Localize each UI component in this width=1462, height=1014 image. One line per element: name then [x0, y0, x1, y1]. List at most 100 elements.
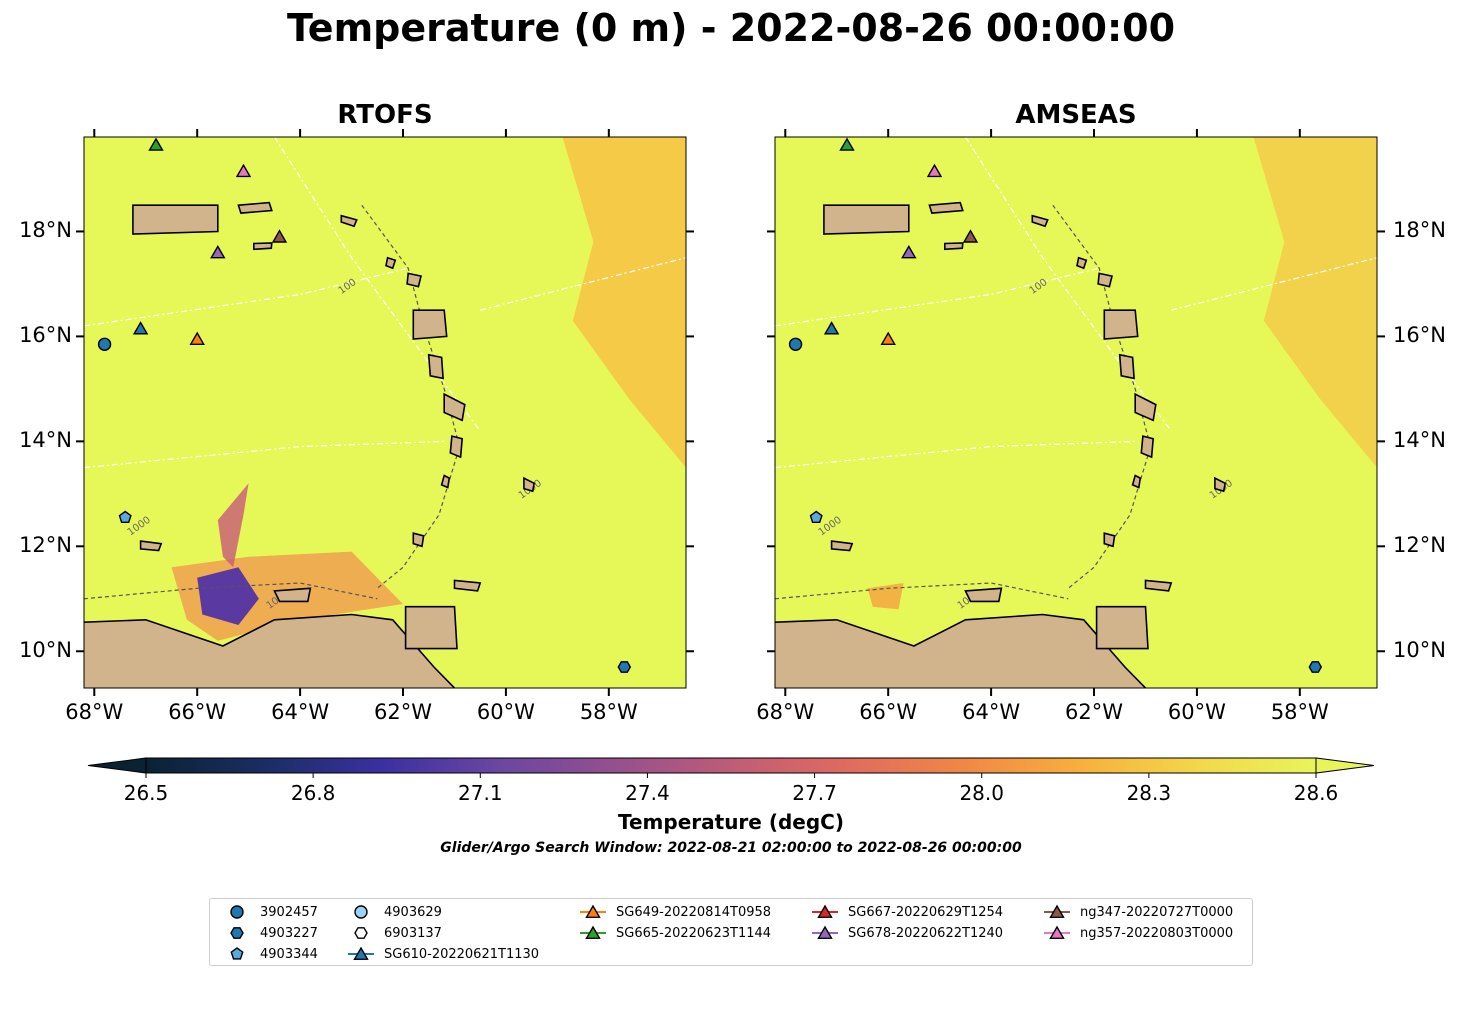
map-frame	[774, 136, 1378, 689]
lon-tick-label: 58°W	[579, 700, 638, 724]
figure-title: Temperature (0 m) - 2022-08-26 00:00:00	[286, 6, 1176, 50]
platform-marker	[271, 229, 288, 243]
legend-marker	[1049, 904, 1065, 919]
legend-item: SG649-20220814T0958	[578, 902, 771, 922]
lat-tick-label: 18°N	[19, 218, 72, 243]
island	[237, 201, 273, 214]
circle-marker-icon	[354, 905, 368, 919]
legend-label: SG665-20220623T1144	[616, 925, 772, 941]
legend-item: 6903137	[346, 923, 442, 943]
colorbar-tick-label: 27.4	[625, 781, 670, 805]
island	[1140, 435, 1155, 459]
island	[830, 540, 854, 552]
island	[139, 540, 163, 552]
legend-marker	[585, 904, 601, 919]
island	[340, 214, 358, 228]
lat-tick-label: 14°N	[19, 428, 72, 453]
platform-marker	[132, 321, 149, 335]
lon-tick-label: 64°W	[271, 700, 330, 724]
triangle-marker-icon	[580, 904, 606, 919]
colorbar-label: Temperature (degC)	[618, 810, 844, 834]
pentagon-marker-icon	[230, 947, 244, 960]
lon-tick-label: 62°W	[1065, 700, 1123, 724]
panel-title-rtofs: RTOFS	[337, 100, 433, 130]
lon-tick-label: 58°W	[1270, 700, 1329, 724]
island	[1095, 605, 1149, 650]
colorbar-tick-label: 28.0	[959, 781, 1004, 805]
warm-sst-region	[1253, 137, 1377, 468]
platform-marker	[189, 331, 205, 345]
island	[253, 242, 273, 251]
bathymetry-contour	[361, 204, 461, 589]
island	[1097, 272, 1113, 288]
island	[1214, 476, 1227, 493]
circle-marker-icon	[230, 905, 244, 919]
legend: 3902457 4903227 4903344 4903629 6903137 SG610…	[209, 898, 1253, 966]
island	[453, 579, 482, 592]
eez-boundary-line	[775, 267, 1100, 327]
legend-label: 4903629	[384, 904, 442, 920]
platform-marker	[962, 229, 979, 243]
legend-item: SG667-20220629T1254	[810, 902, 1003, 922]
legend-marker	[585, 925, 601, 940]
legend-item: SG678-20220622T1240	[810, 923, 1003, 943]
island	[1118, 353, 1135, 380]
legend-label: 6903137	[384, 925, 442, 941]
platform-marker	[1308, 661, 1323, 673]
island	[523, 476, 536, 493]
legend-marker	[353, 946, 369, 961]
legend-marker	[230, 947, 244, 960]
lat-tick-label: 12°N	[19, 533, 72, 558]
island	[823, 204, 910, 235]
mainland-landmass	[84, 613, 456, 688]
search-window-text: Glider/Argo Search Window: 2022-08-21 02…	[440, 840, 1022, 856]
island	[944, 242, 964, 251]
eez-boundary-line	[964, 137, 1172, 432]
legend-label: SG610-20220621T1130	[384, 946, 540, 962]
legend-item: 3902457	[222, 902, 318, 922]
legend-label: 3902457	[260, 904, 318, 920]
platform-marker	[148, 137, 164, 151]
lon-tick-label: 68°W	[65, 700, 124, 724]
mainland-landmass	[775, 613, 1147, 688]
legend-label: 4903344	[260, 946, 318, 962]
triangle-marker-icon	[812, 925, 838, 940]
platform-marker	[210, 244, 226, 259]
warm-sst-region	[562, 137, 686, 468]
platform-marker	[788, 337, 803, 351]
legend-item: 4903344	[222, 944, 318, 964]
lat-tick-label: 18°N	[1393, 218, 1446, 243]
legend-marker	[1049, 925, 1065, 940]
colorbar-gradient	[145, 757, 1317, 774]
island	[385, 256, 397, 270]
triangle-marker-icon	[1044, 904, 1070, 919]
island	[449, 435, 464, 459]
platform-marker	[118, 510, 132, 523]
colorbar-tick-label: 27.1	[458, 781, 503, 805]
legend-marker	[230, 927, 244, 939]
legend-label: 4903227	[260, 925, 318, 941]
legend-label: SG649-20220814T0958	[616, 904, 772, 920]
triangle-marker-icon	[1044, 925, 1070, 940]
legend-marker	[354, 905, 368, 919]
lat-tick-label: 16°N	[1393, 323, 1446, 348]
lon-tick-label: 64°W	[962, 700, 1021, 724]
colorbar-extend-high	[1315, 757, 1375, 774]
island	[1103, 309, 1139, 340]
bathymetry-contour	[1052, 204, 1152, 589]
lon-tick-label: 60°W	[1167, 700, 1226, 724]
lon-tick-label: 66°W	[859, 700, 918, 724]
island	[1144, 579, 1173, 592]
island	[412, 309, 448, 340]
cool-sst-plume	[217, 483, 249, 568]
island	[928, 201, 964, 214]
eez-boundary-line	[84, 267, 409, 327]
map-panel-amseas: 100100010001000	[767, 129, 1385, 696]
platform-marker	[617, 661, 632, 673]
map-frame	[83, 136, 687, 689]
legend-label: SG678-20220622T1240	[848, 925, 1004, 941]
triangle-marker-icon	[580, 925, 606, 940]
platform-marker	[809, 510, 823, 523]
colorbar-extend-low	[87, 757, 147, 774]
